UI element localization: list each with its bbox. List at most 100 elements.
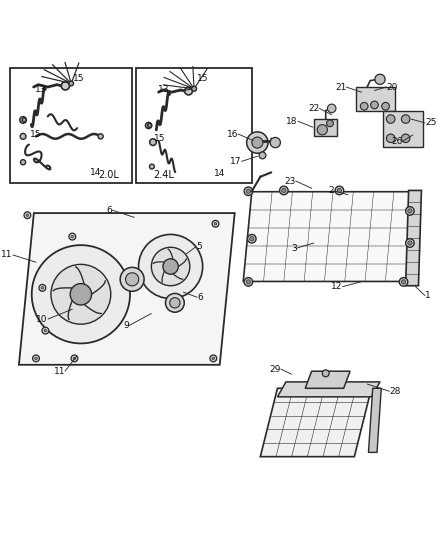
Circle shape — [337, 188, 342, 192]
Circle shape — [317, 125, 328, 135]
Circle shape — [250, 237, 254, 241]
Polygon shape — [357, 87, 395, 110]
Circle shape — [71, 355, 78, 362]
Circle shape — [150, 139, 156, 146]
Circle shape — [282, 188, 286, 192]
Circle shape — [247, 132, 268, 154]
Circle shape — [41, 287, 44, 289]
Circle shape — [170, 297, 180, 308]
Circle shape — [70, 284, 92, 305]
Polygon shape — [314, 119, 337, 136]
Circle shape — [327, 120, 333, 127]
Text: 12: 12 — [332, 282, 343, 291]
Circle shape — [73, 357, 76, 360]
Circle shape — [270, 138, 280, 148]
Circle shape — [51, 264, 111, 324]
Text: 21: 21 — [335, 83, 346, 92]
Circle shape — [26, 214, 29, 216]
Circle shape — [408, 241, 412, 245]
Circle shape — [21, 160, 26, 165]
Bar — [11, 68, 132, 183]
Circle shape — [69, 233, 76, 240]
Circle shape — [247, 235, 256, 243]
Text: 26: 26 — [391, 137, 403, 146]
Text: 20: 20 — [386, 83, 398, 92]
Text: 14: 14 — [90, 168, 102, 177]
Circle shape — [322, 370, 329, 377]
Circle shape — [42, 327, 49, 334]
Circle shape — [98, 134, 103, 139]
Polygon shape — [243, 192, 414, 281]
Polygon shape — [383, 110, 423, 147]
Circle shape — [246, 280, 251, 284]
Circle shape — [381, 102, 389, 110]
Circle shape — [152, 247, 190, 286]
Circle shape — [360, 102, 368, 110]
Text: 2.0L: 2.0L — [99, 171, 119, 181]
Text: 1: 1 — [425, 291, 431, 300]
Circle shape — [61, 82, 70, 90]
Circle shape — [252, 137, 263, 148]
Text: 13: 13 — [159, 85, 170, 94]
Text: 23: 23 — [284, 176, 296, 185]
Circle shape — [163, 259, 178, 274]
Circle shape — [192, 86, 197, 91]
Circle shape — [386, 134, 395, 142]
Polygon shape — [406, 190, 421, 286]
Circle shape — [214, 222, 217, 225]
Circle shape — [71, 235, 74, 238]
Circle shape — [20, 133, 26, 139]
Circle shape — [35, 357, 37, 360]
Text: 15: 15 — [30, 130, 42, 139]
Polygon shape — [277, 382, 380, 397]
Circle shape — [386, 115, 395, 123]
Circle shape — [279, 186, 288, 195]
Circle shape — [185, 87, 192, 95]
Polygon shape — [305, 371, 350, 389]
Text: 6: 6 — [197, 293, 203, 302]
Text: 10: 10 — [36, 314, 48, 324]
Circle shape — [408, 209, 412, 213]
Text: 5: 5 — [196, 242, 202, 251]
Text: 6: 6 — [106, 206, 112, 215]
Circle shape — [401, 134, 410, 142]
Text: 14: 14 — [214, 169, 226, 178]
Circle shape — [212, 220, 219, 227]
Text: 29: 29 — [269, 365, 281, 374]
Circle shape — [401, 280, 406, 284]
Text: 22: 22 — [308, 104, 319, 113]
Circle shape — [138, 235, 203, 298]
Text: 3: 3 — [291, 244, 297, 253]
Circle shape — [212, 357, 215, 360]
Circle shape — [406, 239, 414, 247]
Circle shape — [401, 115, 410, 123]
Circle shape — [244, 278, 253, 286]
Circle shape — [166, 294, 184, 312]
Circle shape — [69, 81, 74, 86]
Circle shape — [126, 273, 139, 286]
Circle shape — [32, 245, 130, 343]
Circle shape — [24, 212, 31, 219]
Text: 2: 2 — [328, 187, 334, 196]
Circle shape — [120, 268, 144, 292]
Text: 18: 18 — [286, 117, 298, 126]
Circle shape — [149, 164, 154, 169]
Circle shape — [371, 101, 378, 109]
Bar — [136, 68, 252, 183]
Text: 28: 28 — [389, 387, 401, 396]
Text: 15: 15 — [197, 74, 208, 83]
Circle shape — [335, 186, 344, 195]
Text: 16: 16 — [226, 130, 238, 139]
Circle shape — [244, 187, 253, 196]
Text: 11: 11 — [53, 367, 65, 376]
Text: 13: 13 — [35, 85, 46, 94]
Circle shape — [148, 124, 152, 127]
Polygon shape — [260, 389, 371, 457]
Circle shape — [20, 117, 26, 123]
Circle shape — [145, 123, 152, 128]
Polygon shape — [368, 389, 381, 453]
Circle shape — [44, 329, 47, 332]
Circle shape — [39, 285, 46, 292]
Text: 11: 11 — [1, 251, 13, 260]
Text: 17: 17 — [230, 157, 241, 166]
